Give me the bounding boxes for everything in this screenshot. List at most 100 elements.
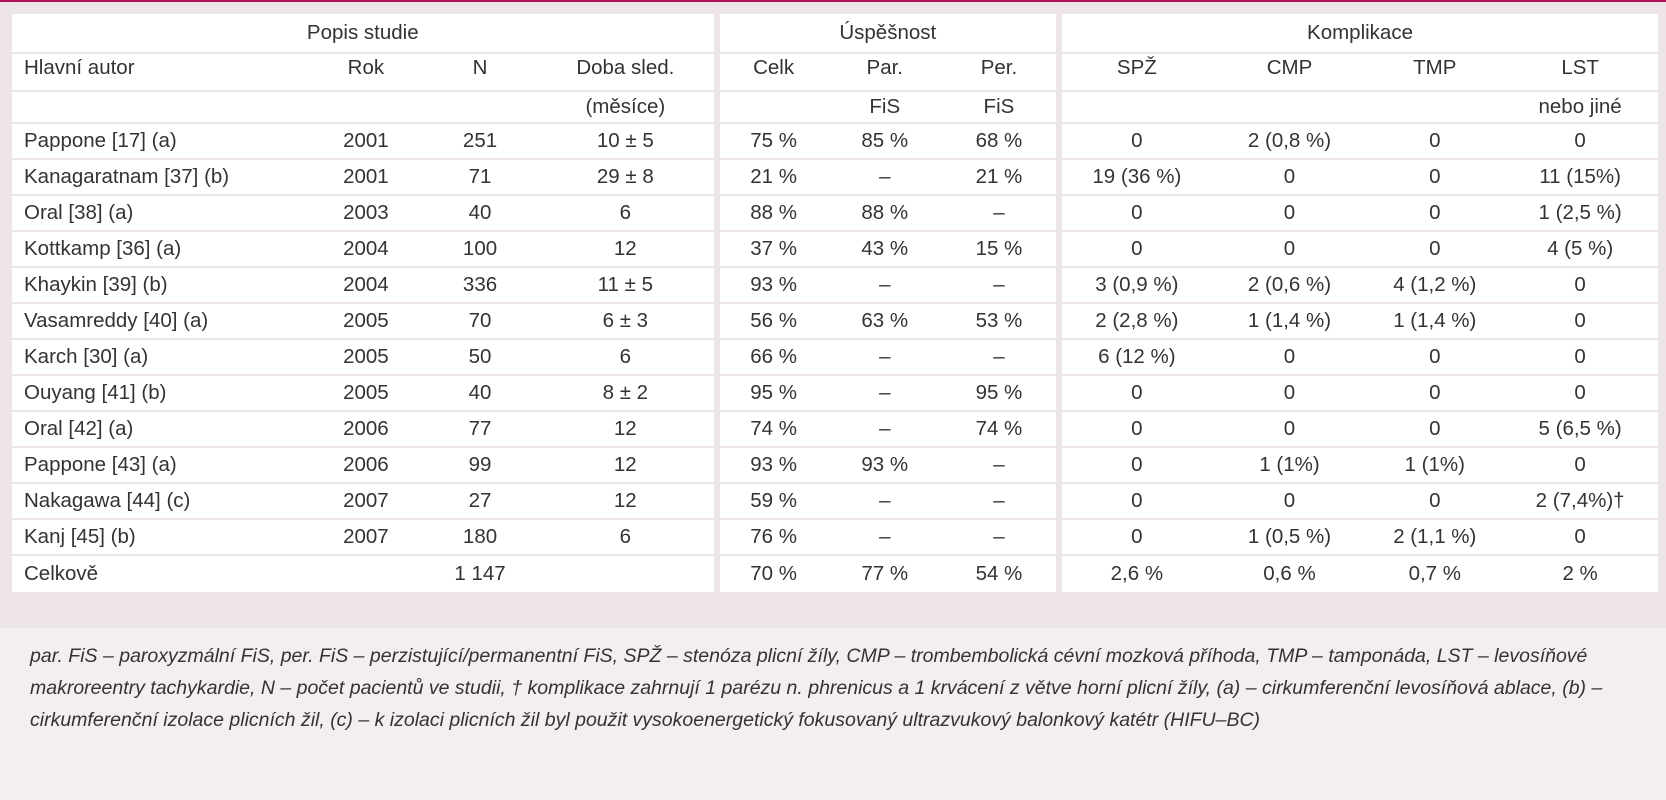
cell-spz: 0 <box>1056 520 1212 554</box>
cell-year: 2001 <box>308 124 423 158</box>
cell-tmp: 0 <box>1367 412 1503 446</box>
col-par: Par. <box>827 54 942 90</box>
cell-author: Vasamreddy [40] (a) <box>12 304 309 338</box>
cell-tmp: 0 <box>1367 124 1503 158</box>
cell-total: 74 % <box>713 412 828 446</box>
cell-spz: 0 <box>1056 376 1212 410</box>
cell-tmp: 0 <box>1367 160 1503 194</box>
table-row: Kanj [45] (b) 2007 180 6 76 % – –0 1 (0,5 %) 2 (… <box>12 520 1658 554</box>
table-row: Nakagawa [44] (c) 2007 27 12 59 % – –0 0 0 2 (7,4… <box>12 484 1658 518</box>
cell-followup: 6 <box>537 520 714 554</box>
cell-author: Khaykin [39] (b) <box>12 268 309 302</box>
cell-n: 40 <box>422 196 538 230</box>
cell-per: 95 % <box>941 376 1057 410</box>
cell-par: 85 % <box>827 124 942 158</box>
cell-per: 74 % <box>941 412 1057 446</box>
cell-per: – <box>941 448 1057 482</box>
cell-lst: 0 <box>1502 340 1658 374</box>
cell-par: – <box>827 268 942 302</box>
cell-n: 50 <box>422 340 538 374</box>
cell-author: Oral [38] (a) <box>12 196 309 230</box>
cell-par: 43 % <box>827 232 942 266</box>
cell-spz: 0 <box>1056 412 1212 446</box>
cell-year: 2005 <box>308 304 423 338</box>
cell-total: 66 % <box>713 340 828 374</box>
cell-lst: 4 (5 %) <box>1502 232 1658 266</box>
cell-total: 75 % <box>713 124 828 158</box>
cell-per: – <box>941 196 1057 230</box>
cell-per: – <box>941 268 1057 302</box>
cell-total: 56 % <box>713 304 828 338</box>
cell-lst: 0 <box>1502 448 1658 482</box>
cell-author: Kottkamp [36] (a) <box>12 232 309 266</box>
cell-par: – <box>827 340 942 374</box>
cell-n: 180 <box>422 520 538 554</box>
cell-followup: 29 ± 8 <box>537 160 714 194</box>
cell-followup: 12 <box>537 448 714 482</box>
cell-author: Pappone [17] (a) <box>12 124 309 158</box>
cell-lst: 2 (7,4%)† <box>1502 484 1658 518</box>
cell-followup: 6 <box>537 340 714 374</box>
cell-cmp: 0 <box>1211 160 1368 194</box>
cell-followup: 8 ± 2 <box>537 376 714 410</box>
cell-lst: 0 <box>1502 124 1658 158</box>
cell-n: 70 <box>422 304 538 338</box>
cell-tmp: 0,7 % <box>1367 556 1503 592</box>
cell-author: Kanagaratnam [37] (b) <box>12 160 309 194</box>
table-row: Pappone [43] (a) 2006 99 12 93 % 93 % –0 1 (1%)… <box>12 448 1658 482</box>
col-year: Rok <box>308 54 423 90</box>
cell-author: Oral [42] (a) <box>12 412 309 446</box>
cell-lst: 0 <box>1502 268 1658 302</box>
cell-year: 2005 <box>308 376 423 410</box>
cell-followup: 12 <box>537 484 714 518</box>
cell-lst: 1 (2,5 %) <box>1502 196 1658 230</box>
cell-author: Karch [30] (a) <box>12 340 309 374</box>
cell-cmp: 0 <box>1211 232 1368 266</box>
cell-tmp: 1 (1,4 %) <box>1367 304 1503 338</box>
cell-per: – <box>941 520 1057 554</box>
cell-spz: 3 (0,9 %) <box>1056 268 1212 302</box>
cell-tmp: 0 <box>1367 340 1503 374</box>
cell-author: Ouyang [41] (b) <box>12 376 309 410</box>
table-row: Vasamreddy [40] (a) 2005 70 6 ± 3 56 % 63 % 53… <box>12 304 1658 338</box>
cell-par: 88 % <box>827 196 942 230</box>
group-complications: Komplikace <box>1056 14 1658 52</box>
cell-n: 251 <box>422 124 538 158</box>
col-spz: SPŽ <box>1056 54 1212 90</box>
results-table: Popis studie Úspěšnost Komplikace Hlavní… <box>12 12 1658 594</box>
cell-per: 68 % <box>941 124 1057 158</box>
cell-n: 27 <box>422 484 538 518</box>
cell-n: 71 <box>422 160 538 194</box>
cell-lst: 0 <box>1502 304 1658 338</box>
cell-lst: 11 (15%) <box>1502 160 1658 194</box>
cell-author: Pappone [43] (a) <box>12 448 309 482</box>
table-panel: Popis studie Úspěšnost Komplikace Hlavní… <box>0 2 1666 628</box>
cell-lst: 2 % <box>1502 556 1658 592</box>
cell-year: 2003 <box>308 196 423 230</box>
cell-spz: 2 (2,8 %) <box>1056 304 1212 338</box>
col-lst-2: nebo jiné <box>1502 92 1658 122</box>
cell-spz: 2,6 % <box>1056 556 1212 592</box>
cell-spz: 0 <box>1056 124 1212 158</box>
col-par-2: FiS <box>827 92 942 122</box>
cell-par: – <box>827 484 942 518</box>
cell-year: 2004 <box>308 268 423 302</box>
cell-total: 93 % <box>713 448 828 482</box>
cell-n: 40 <box>422 376 538 410</box>
cell-per: 15 % <box>941 232 1057 266</box>
cell-spz: 0 <box>1056 448 1212 482</box>
group-header-row: Popis studie Úspěšnost Komplikace <box>12 14 1658 52</box>
cell-n: 100 <box>422 232 538 266</box>
top-rule <box>0 0 1666 2</box>
col-lst: LST <box>1502 54 1658 90</box>
cell-cmp: 2 (0,6 %) <box>1211 268 1368 302</box>
cell-cmp: 0 <box>1211 340 1368 374</box>
cell-lst: 5 (6,5 %) <box>1502 412 1658 446</box>
col-total: Celk <box>713 54 828 90</box>
cell-per: 53 % <box>941 304 1057 338</box>
table-row: Kottkamp [36] (a) 2004 100 12 37 % 43 % 15 % 0 0… <box>12 232 1658 266</box>
table-row: Ouyang [41] (b) 2005 40 8 ± 2 95 % –95 % 0 0 0 0 <box>12 376 1658 410</box>
cell-year: 2007 <box>308 484 423 518</box>
cell-total: 88 % <box>713 196 828 230</box>
col-n: N <box>422 54 538 90</box>
